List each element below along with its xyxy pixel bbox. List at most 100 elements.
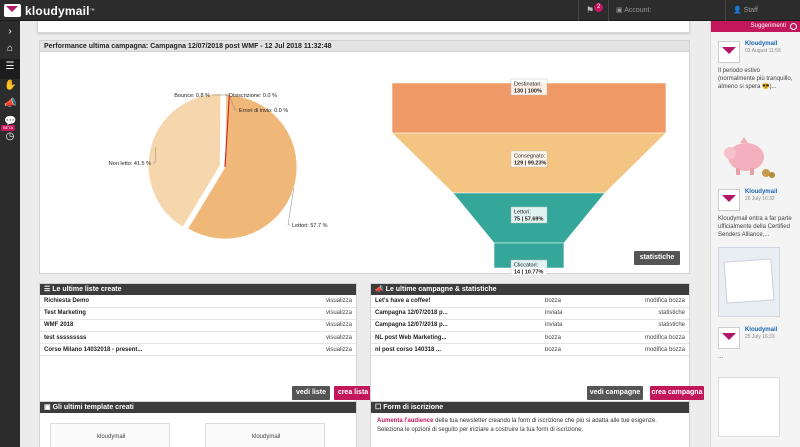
- post-meta: Kloudymail 25 July 16:33: [745, 327, 777, 340]
- divider: [725, 0, 726, 21]
- form-description: Aumenta l'audience della tua newsletter …: [371, 413, 689, 439]
- table-row[interactable]: Campagna 12/07/2018 p... inviata statist…: [371, 319, 689, 333]
- flag-icon[interactable]: ⚑: [586, 5, 595, 15]
- table-row[interactable]: Corso Milano 14032018 - present... visua…: [40, 343, 356, 357]
- view-link[interactable]: visualizza: [279, 319, 356, 333]
- lists-title: Le ultime liste create: [52, 286, 122, 293]
- table-row[interactable]: test sssssssss visualizza: [40, 331, 356, 345]
- list-name[interactable]: Corso Milano 14032018 - present...: [40, 343, 280, 357]
- create-campaign-button[interactable]: crea campagna: [650, 386, 704, 400]
- campaign-action-link[interactable]: statistiche: [592, 307, 689, 320]
- template-thumbnail[interactable]: kloudymail: [205, 423, 325, 447]
- recent-campaigns-panel: 📣 Le ultime campagne & statistiche Let's…: [370, 283, 704, 403]
- campaign-name[interactable]: NL post Web Marketing...: [371, 331, 541, 345]
- divider: [608, 0, 609, 21]
- suggestion-post[interactable]: Kloudymail 03 August 11:56 Il periodo es…: [718, 41, 798, 91]
- post-meta: Kloudymail 26 July 16:32: [745, 189, 777, 202]
- checkbox-icon: ☐: [375, 404, 384, 411]
- performance-charts: Lettori: 57.7 % Non letto: 41.5 % Bounce: …: [109, 78, 667, 275]
- table-row[interactable]: Test Marketing visualizza: [40, 307, 356, 320]
- list-icon[interactable]: ☰: [5, 61, 15, 72]
- post-author[interactable]: Kloudymail: [744, 327, 778, 333]
- pie-leader-line: [229, 95, 237, 111]
- statistics-button[interactable]: statistiche: [634, 251, 680, 265]
- post-author[interactable]: Kloudymail: [744, 41, 778, 47]
- funnel-stage-name: Cliccatori:: [514, 263, 539, 269]
- funnel-label-box: [510, 150, 548, 168]
- campaign-status: bozza: [541, 295, 593, 308]
- campaign-name[interactable]: Campagna 12/07/2018 p...: [371, 319, 541, 333]
- list-name[interactable]: test sssssssss: [40, 331, 280, 345]
- campaign-action-link[interactable]: modifica bozza: [592, 343, 689, 357]
- campaign-action-link[interactable]: statistiche: [592, 319, 689, 333]
- campaign-action-link[interactable]: modifica bozza: [592, 331, 689, 345]
- panel-header: ☐ Form di iscrizione: [371, 402, 689, 413]
- table-row[interactable]: NL post Web Marketing... bozza modifica …: [371, 331, 689, 345]
- post-text: ...: [718, 354, 724, 360]
- panel-header: ☰ Le ultime liste create: [40, 284, 356, 295]
- funnel-stage-name: Destinatari:: [514, 82, 542, 88]
- home-icon[interactable]: ⌂: [6, 43, 14, 54]
- avatar: [718, 327, 740, 349]
- post-author[interactable]: Kloudymail: [744, 189, 778, 195]
- view-link[interactable]: visualizza: [279, 343, 356, 357]
- pie-leader-line: [287, 188, 294, 226]
- pie-label: Disiscrizione: 0.0 %: [229, 93, 277, 99]
- suggestion-post[interactable]: Kloudymail 26 July 16:32 Kloudymail entr…: [718, 189, 798, 239]
- post-date: 25 July 16:33: [744, 334, 775, 340]
- table-row[interactable]: Campagna 12/07/2018 p... inviata statist…: [371, 307, 689, 320]
- certificate-image: [718, 247, 780, 317]
- funnel-label-box: [510, 259, 548, 275]
- audience-link[interactable]: Aumenta l'audience: [377, 418, 434, 424]
- megaphone-icon[interactable]: 📣: [4, 98, 17, 109]
- campaign-name[interactable]: Campagna 12/07/2018 p...: [371, 307, 541, 320]
- template-logo: kloudymail: [252, 434, 281, 440]
- templates-title: Gli ultimi template creati: [52, 404, 134, 411]
- pie-slice-lettori: [187, 94, 298, 240]
- campaign-action-link[interactable]: modifica bozza: [592, 295, 689, 308]
- create-list-button[interactable]: crea lista: [334, 386, 372, 400]
- campaign-name[interactable]: Let's have a coffee!: [371, 295, 541, 308]
- subscription-form-panel: ☐ Form di iscrizione Aumenta l'audience …: [370, 401, 690, 447]
- table-row[interactable]: WMF 2018 visualizza: [40, 319, 356, 333]
- post-date: 26 July 16:32: [744, 196, 775, 202]
- piggy-bank-image: [724, 137, 775, 178]
- campaign-status: bozza: [541, 343, 593, 357]
- table-row[interactable]: nl post corso 140318 ... bozza modifica …: [371, 343, 689, 357]
- clock-icon[interactable]: ◷: [5, 131, 15, 142]
- template-thumbnail[interactable]: kloudymail: [50, 423, 170, 447]
- account-menu[interactable]: ▣ Account:: [616, 6, 651, 14]
- panel-header: ▣ Gli ultimi template creati: [40, 402, 356, 413]
- table-row[interactable]: Richiesta Demo visualizza: [40, 295, 356, 308]
- view-link[interactable]: visualizza: [279, 295, 356, 308]
- certificate-document-image: [718, 377, 780, 437]
- funnel-label-box: [510, 206, 548, 224]
- list-name[interactable]: WMF 2018: [40, 319, 280, 333]
- view-link[interactable]: visualizza: [279, 307, 356, 320]
- post-text: Il periodo estivo (normalmente più tranq…: [718, 68, 793, 90]
- forms-title: Form di iscrizione: [383, 404, 444, 411]
- chevron-right-icon[interactable]: ›: [8, 26, 12, 37]
- account-label: Account:: [624, 7, 652, 14]
- suggestions-panel: Suggerimenti Kloudymail 03 August 11:56 …: [710, 21, 800, 447]
- pie-slice-errori-di-invio: [224, 95, 230, 168]
- list-name[interactable]: Richiesta Demo: [40, 295, 280, 308]
- view-link[interactable]: visualizza: [279, 331, 356, 345]
- hand-icon[interactable]: ✋: [4, 80, 17, 91]
- funnel-label-box: [510, 78, 548, 96]
- chat-icon[interactable]: 💬: [4, 116, 17, 127]
- user-label: Staff: [743, 7, 758, 14]
- view-campaigns-button[interactable]: vedi campagne: [587, 386, 643, 400]
- list-name[interactable]: Test Marketing: [40, 307, 280, 320]
- pie-label: Non letto: 41.5 %: [109, 161, 151, 167]
- suggestion-post[interactable]: Kloudymail 25 July 16:33 ...: [718, 327, 798, 361]
- table-row[interactable]: Let's have a coffee! bozza modifica bozz…: [371, 295, 689, 308]
- view-lists-button[interactable]: vedi liste: [292, 386, 330, 400]
- user-menu[interactable]: 👤 Staff: [733, 6, 758, 14]
- campaign-name[interactable]: nl post corso 140318 ...: [371, 343, 541, 357]
- left-sidebar: › ⌂ ☰ ✋ 📣 💬 BETA ◷: [0, 21, 20, 447]
- brand-logo[interactable]: kloudymail ™: [4, 3, 95, 18]
- notification-badge: 2: [594, 3, 604, 12]
- pie-label: Bounce: 0.8 %: [174, 93, 210, 99]
- campaign-status: inviata: [541, 307, 593, 320]
